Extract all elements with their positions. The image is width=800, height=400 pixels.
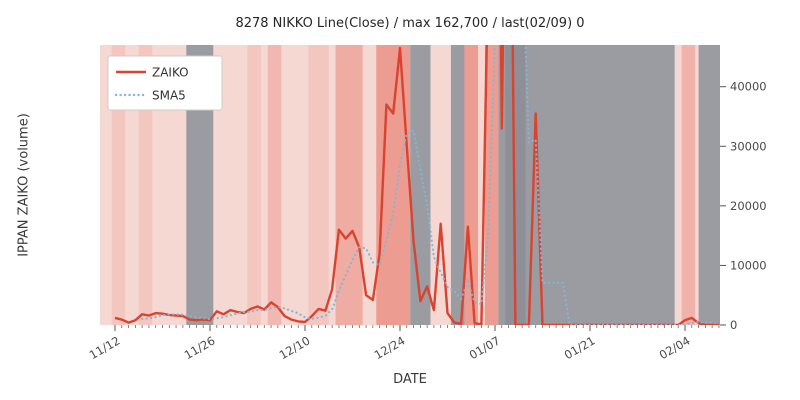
y-tick-label: 40000 — [730, 80, 767, 94]
x-axis: 11/12 11/26 12/10 12/24 01/07 01/21 02/04 — [87, 325, 693, 362]
background-band — [478, 45, 485, 325]
zaiko-line — [114, 45, 719, 325]
background-band — [430, 45, 451, 325]
y-tick-label: 0 — [730, 318, 737, 332]
background-band — [698, 45, 720, 325]
background-band — [464, 45, 479, 325]
background-band — [498, 45, 675, 325]
y-tick-label: 20000 — [730, 199, 767, 213]
x-tick-label: 12/10 — [277, 333, 313, 362]
background-band — [138, 45, 153, 325]
background-band — [267, 45, 282, 325]
y-tick-label: 30000 — [730, 139, 767, 153]
legend-label-sma5: SMA5 — [152, 89, 186, 103]
x-tick-label: 01/07 — [467, 333, 503, 362]
background-band — [335, 45, 363, 325]
x-axis-label: DATE — [393, 372, 427, 387]
background-band — [681, 45, 696, 325]
background-band — [450, 45, 465, 325]
sma5-line — [141, 45, 720, 325]
y-axis: 0 10000 20000 30000 40000 — [720, 80, 767, 332]
legend-label-zaiko: ZAIKO — [152, 66, 189, 80]
background-band — [505, 45, 526, 325]
background-bands — [100, 45, 720, 325]
background-band — [308, 45, 329, 325]
chart-title: 8278 NIKKO Line(Close) / max 162,700 / l… — [235, 16, 585, 31]
background-band — [376, 45, 411, 325]
x-tick-label: 02/04 — [657, 333, 693, 362]
background-band — [111, 45, 126, 325]
background-band — [247, 45, 261, 325]
x-minor-ticks — [114, 325, 720, 328]
x-tick-label: 12/24 — [372, 333, 408, 362]
background-band — [410, 45, 431, 325]
background-band — [484, 45, 499, 325]
x-tick-label: 11/26 — [182, 333, 218, 362]
legend: ZAIKO SMA5 — [107, 55, 223, 111]
x-tick-label: 11/12 — [87, 333, 123, 362]
y-tick-label: 10000 — [730, 258, 767, 272]
legend-box — [107, 55, 223, 111]
x-tick-label: 01/21 — [562, 333, 598, 362]
